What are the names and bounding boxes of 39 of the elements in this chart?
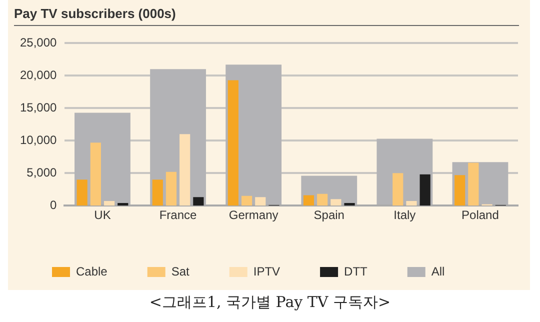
x-tick-label: France (159, 208, 198, 222)
bar (166, 172, 177, 206)
legend-label: All (431, 264, 445, 278)
y-tick-label: 0 (50, 198, 58, 212)
y-tick-label: 15,000 (20, 100, 58, 114)
bar (193, 197, 204, 206)
bar (152, 180, 163, 206)
text: <그래프1, 국가별 Pay TV 구독자> (148, 293, 392, 312)
bar (118, 203, 128, 206)
bar (420, 174, 430, 206)
bar (303, 195, 314, 206)
legend-label: Cable (76, 264, 108, 278)
legend-label: IPTV (253, 264, 280, 278)
bar (344, 203, 355, 206)
bar (76, 180, 88, 206)
x-tick-label: UK (94, 208, 111, 222)
bar (392, 173, 404, 206)
legend-label: DTT (344, 264, 368, 278)
bar (180, 134, 190, 206)
bar (90, 142, 101, 206)
bar (255, 197, 266, 206)
x-tick-label: Spain (314, 208, 344, 222)
legend-label: Sat (171, 264, 190, 278)
bar (454, 175, 466, 206)
y-tick-label: 5,000 (26, 165, 58, 180)
bar (330, 199, 342, 206)
bar (241, 196, 252, 206)
x-tick-label: Germany (228, 208, 278, 222)
x-tick-label: Italy (394, 208, 416, 222)
y-tick-label: 20,000 (20, 68, 58, 82)
y-tick-label: 10,000 (20, 132, 58, 147)
bar (406, 201, 417, 206)
bar (468, 162, 479, 206)
x-tick-label: Poland (462, 208, 499, 222)
chart-title: Pay TV subscribers (000s) (14, 6, 519, 26)
bar (104, 201, 115, 206)
bar (228, 80, 238, 206)
bar (317, 194, 328, 206)
y-tick-label: 25,000 (20, 36, 58, 50)
